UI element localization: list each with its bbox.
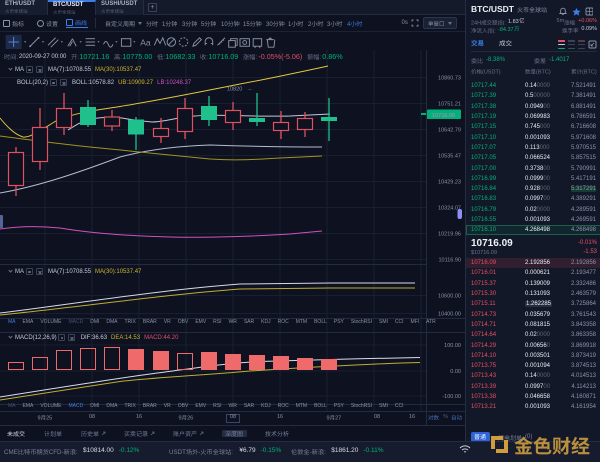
svg-text:9: 9: [327, 416, 330, 422]
svg-text:10642.79: 10642.79: [438, 128, 461, 134]
svg-text:10: 10: [221, 22, 228, 28]
svg-text:(BTC): (BTC): [536, 70, 551, 76]
svg-text:10535.47: 10535.47: [438, 154, 461, 160]
svg-text:10860.73: 10860.73: [438, 76, 461, 82]
svg-text:10429.23: 10429.23: [438, 180, 461, 186]
svg-text:3: 3: [327, 22, 331, 28]
svg-text:10400.00: 10400.00: [438, 312, 461, 318]
svg-text:15: 15: [243, 22, 250, 28]
svg-text::: :: [320, 54, 322, 61]
svg-text:5: 5: [201, 22, 205, 28]
svg-text:10324.07: 10324.07: [438, 206, 461, 212]
svg-text:0.00: 0.00: [450, 369, 461, 375]
svg-text:10219.96: 10219.96: [438, 232, 461, 238]
svg-text:1: 1: [162, 22, 166, 28]
svg-text:CME: CME: [4, 449, 18, 456]
svg-text:26: 26: [187, 416, 193, 422]
svg-text:24H: 24H: [471, 20, 481, 26]
svg-text::: :: [164, 54, 166, 61]
svg-text:(BTC): (BTC): [582, 70, 597, 76]
svg-text::: :: [16, 54, 18, 61]
svg-text:CFD-: CFD-: [49, 449, 64, 456]
svg-text:-: -: [310, 449, 312, 456]
svg-text::: :: [76, 449, 78, 456]
svg-text:100.00: 100.00: [444, 343, 461, 349]
svg-text:9: 9: [179, 416, 182, 422]
svg-text:10751.21: 10751.21: [438, 102, 461, 108]
svg-text:10600.00: 10600.00: [438, 294, 461, 300]
svg-text:($):: ($):: [498, 20, 507, 26]
svg-text:→: →: [247, 87, 253, 93]
svg-text:10716.09: 10716.09: [432, 113, 455, 119]
svg-text::: :: [207, 54, 209, 61]
svg-text:3: 3: [182, 22, 186, 28]
svg-text:Aa: Aa: [140, 37, 151, 47]
svg-text::: :: [256, 54, 258, 61]
svg-text:-: -: [199, 449, 201, 456]
svg-text:25: 25: [46, 416, 52, 422]
svg-text:($):: ($):: [488, 28, 497, 34]
svg-text:2: 2: [308, 22, 312, 28]
svg-text:-100.00: -100.00: [442, 394, 461, 400]
svg-text:9: 9: [38, 416, 41, 422]
svg-text:(USDT): (USDT): [482, 70, 501, 76]
svg-text:10116.90: 10116.90: [438, 258, 461, 264]
svg-text::: :: [121, 54, 123, 61]
svg-text:4: 4: [347, 22, 351, 28]
svg-text:10820: 10820: [227, 87, 242, 93]
svg-text:1: 1: [288, 22, 292, 28]
svg-text:27: 27: [335, 416, 341, 422]
svg-text:30: 30: [266, 22, 273, 28]
svg-text::: :: [78, 54, 80, 61]
svg-text::: :: [324, 449, 326, 456]
svg-text:USDT: USDT: [169, 449, 186, 456]
svg-text::: :: [232, 449, 234, 456]
